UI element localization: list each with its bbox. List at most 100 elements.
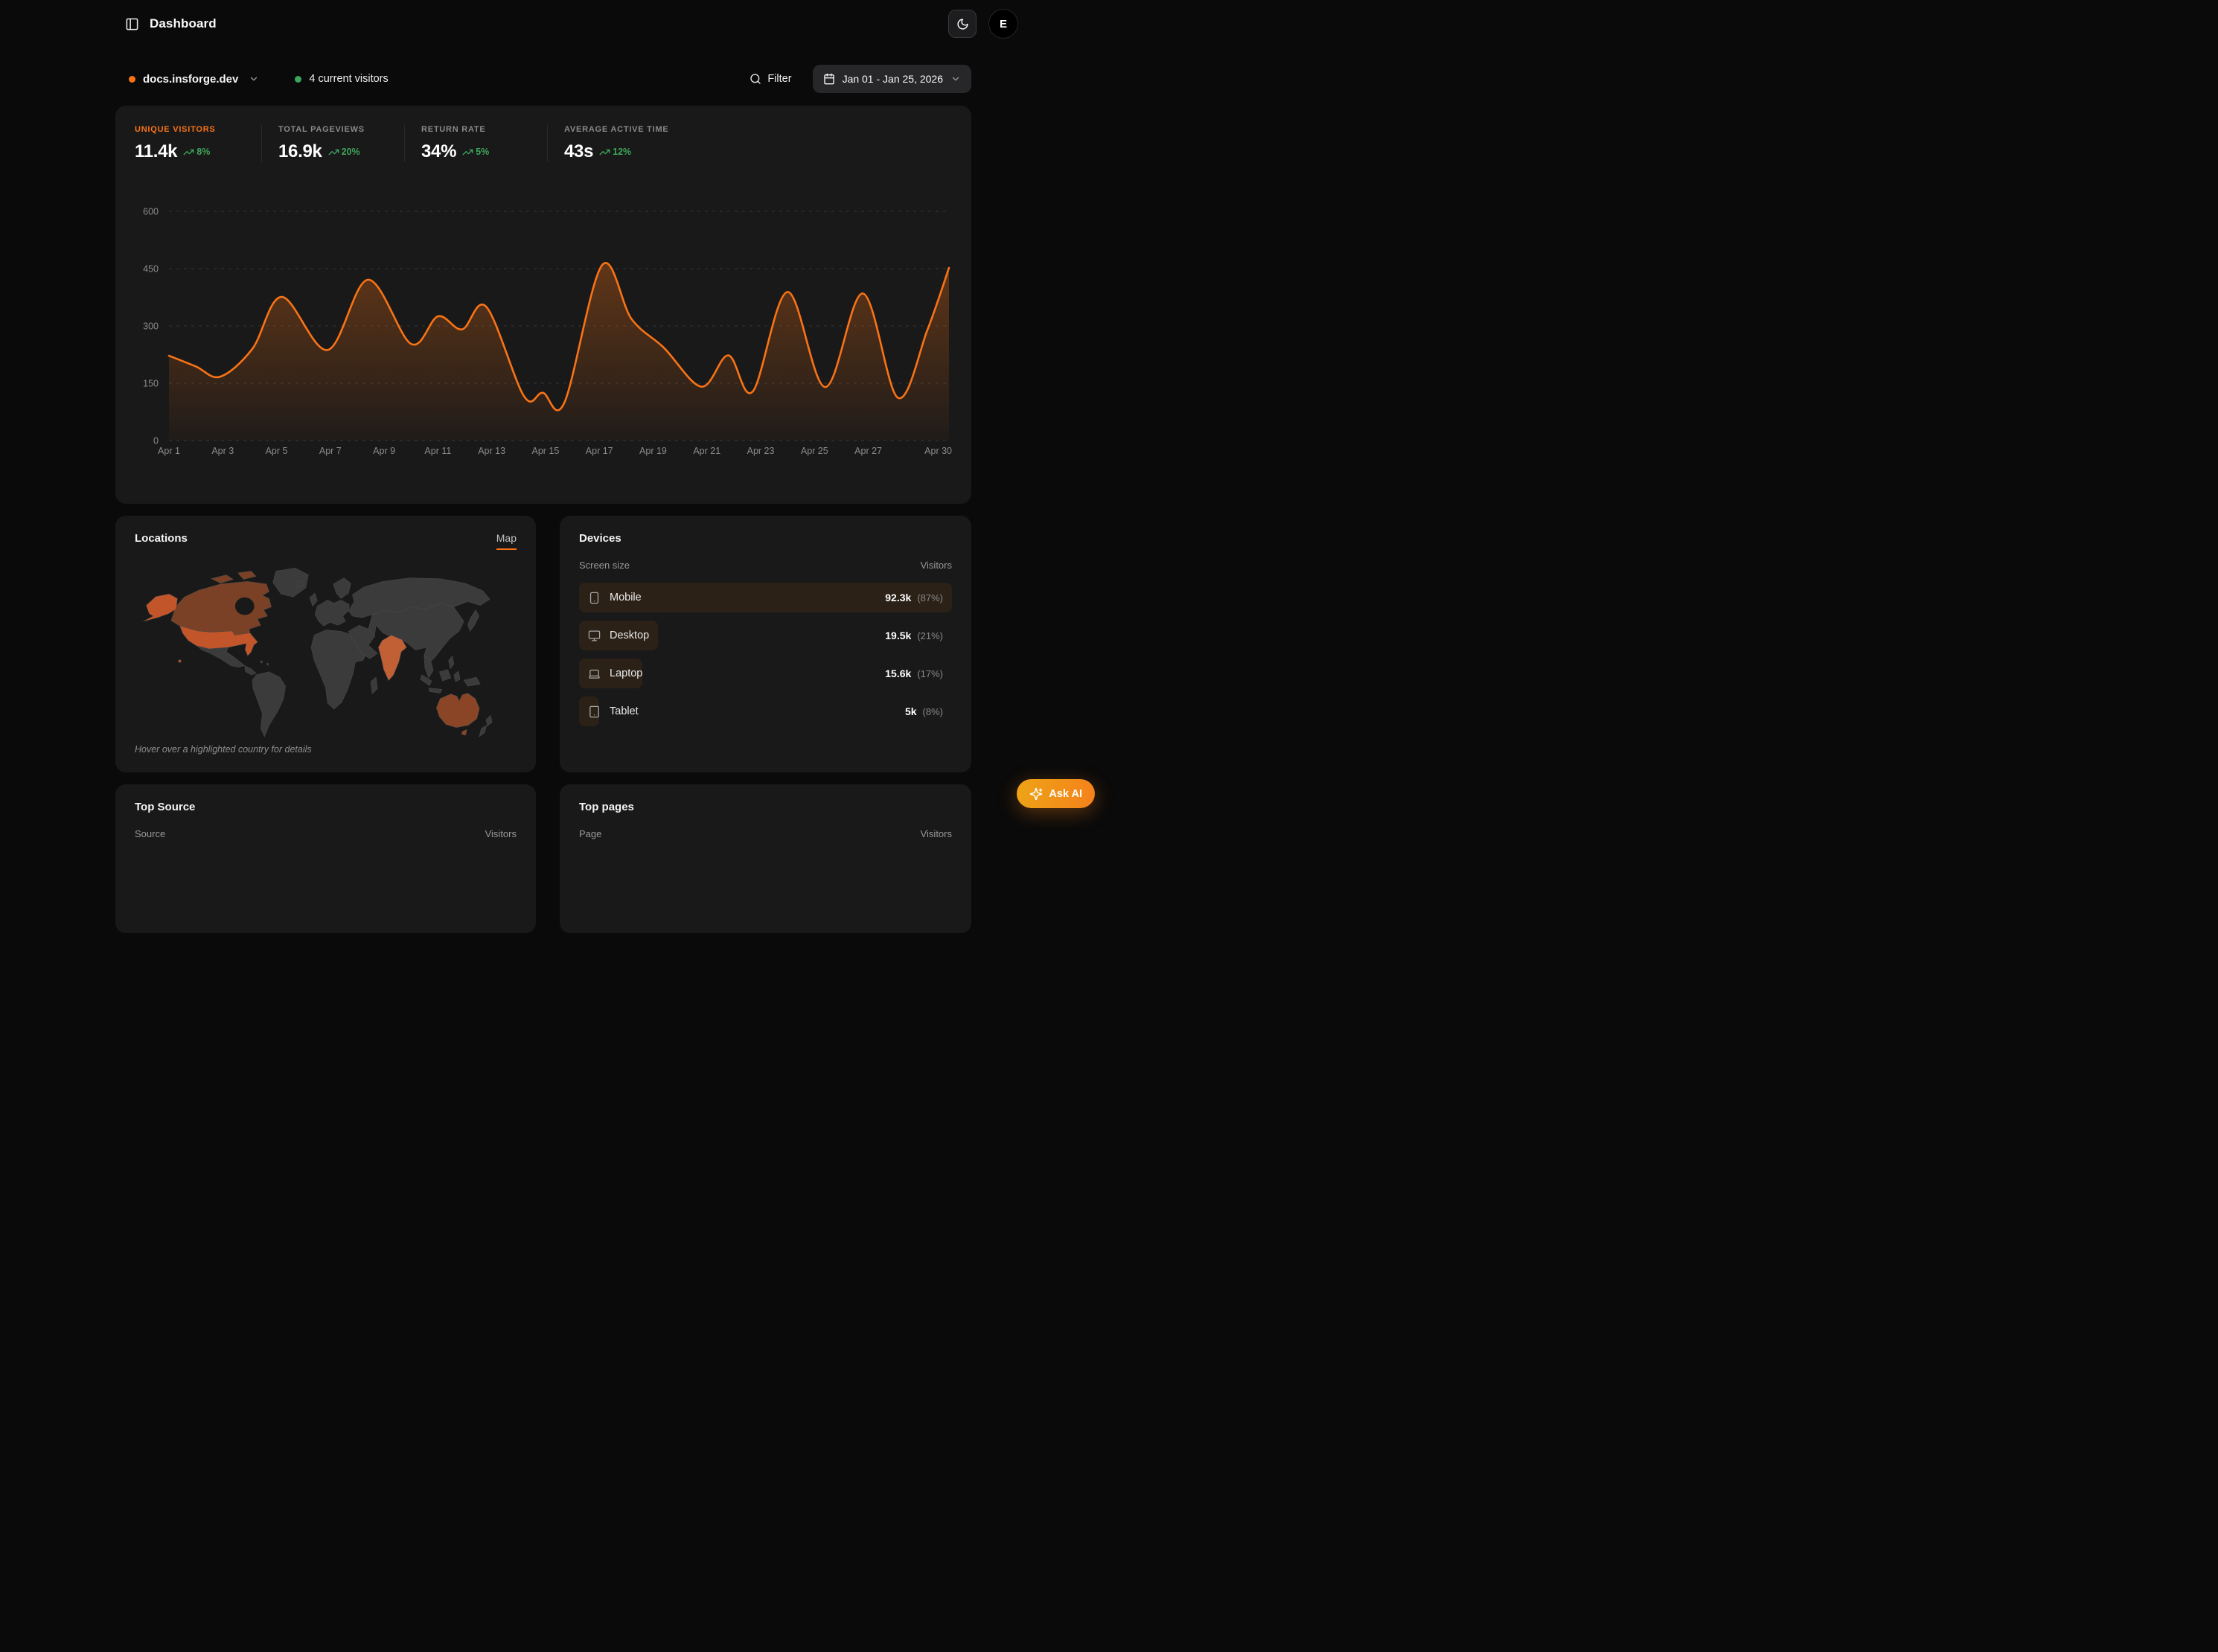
x-axis-tick: Apr 21 bbox=[693, 446, 720, 456]
device-label: Desktop bbox=[610, 630, 649, 641]
locations-title: Locations bbox=[135, 532, 188, 545]
app-header: Dashboard E bbox=[0, 0, 1109, 48]
top-source-col-source: Source bbox=[135, 828, 165, 839]
new-zealand[interactable] bbox=[486, 715, 492, 726]
country-mexico[interactable] bbox=[196, 646, 245, 667]
device-visitors: 19.5k bbox=[885, 630, 911, 641]
y-axis-tick: 300 bbox=[143, 321, 159, 332]
country-canada[interactable] bbox=[238, 571, 257, 579]
sidebar-toggle-button[interactable] bbox=[125, 17, 139, 31]
device-share: (8%) bbox=[923, 706, 943, 717]
java bbox=[429, 688, 442, 693]
stat-value: 11.4k bbox=[135, 141, 177, 162]
country-india[interactable] bbox=[378, 635, 406, 681]
stat-return-rate[interactable]: RETURN RATE 34% 5% bbox=[404, 125, 547, 162]
stats-row: UNIQUE VISITORS11.4k8%TOTAL PAGEVIEWS16.… bbox=[135, 122, 952, 162]
trending-up-icon bbox=[328, 147, 339, 158]
devices-col-visitors: Visitors bbox=[921, 560, 952, 571]
device-row-laptop[interactable]: Laptop15.6k(17%) bbox=[579, 659, 952, 688]
new-zealand[interactable] bbox=[479, 726, 487, 737]
stat-value: 34% bbox=[421, 141, 456, 162]
device-share: (21%) bbox=[917, 630, 943, 641]
madagascar[interactable] bbox=[371, 677, 377, 694]
map-tab[interactable]: Map bbox=[496, 532, 517, 550]
borneo[interactable] bbox=[439, 670, 450, 681]
country-greenland[interactable] bbox=[273, 568, 309, 597]
visitors-area bbox=[169, 263, 949, 441]
world-map bbox=[135, 560, 517, 743]
theme-toggle-button[interactable] bbox=[948, 10, 977, 38]
devices-card: Devices Screen size Visitors Mobile92.3k… bbox=[560, 516, 971, 772]
stat-trend: 5% bbox=[462, 147, 489, 158]
country-united-states[interactable] bbox=[179, 660, 182, 663]
ask-ai-button[interactable]: Ask AI bbox=[1017, 779, 1095, 808]
trending-up-icon bbox=[462, 147, 473, 158]
y-axis-tick: 450 bbox=[143, 264, 159, 275]
stat-label: RETURN RATE bbox=[421, 125, 531, 134]
analytics-card: UNIQUE VISITORS11.4k8%TOTAL PAGEVIEWS16.… bbox=[115, 106, 971, 504]
device-row-desktop[interactable]: Desktop 19.5k (21%) bbox=[579, 621, 952, 650]
top-source-col-visitors: Visitors bbox=[485, 828, 517, 839]
device-label: Laptop bbox=[610, 667, 642, 679]
x-axis-tick: Apr 1 bbox=[158, 446, 180, 456]
stat-change: 8% bbox=[196, 147, 210, 157]
central-america[interactable] bbox=[245, 666, 256, 675]
x-axis-tick: Apr 7 bbox=[319, 446, 342, 456]
site-status-dot bbox=[129, 76, 135, 83]
laptop-icon bbox=[588, 667, 601, 680]
top-source-title: Top Source bbox=[135, 801, 517, 813]
moon-icon bbox=[956, 18, 969, 31]
page-title: Dashboard bbox=[150, 16, 217, 31]
calendar-icon bbox=[823, 73, 835, 85]
devices-table-header: Screen size Visitors bbox=[579, 560, 952, 571]
stat-unique-visitors[interactable]: UNIQUE VISITORS11.4k8% bbox=[135, 125, 261, 162]
united-kingdom[interactable] bbox=[310, 593, 317, 606]
date-range-picker[interactable]: Jan 01 - Jan 25, 2026 bbox=[813, 65, 971, 93]
caribbean-island bbox=[261, 661, 263, 663]
stat-average-active-time[interactable]: AVERAGE ACTIVE TIME43s12% bbox=[547, 125, 690, 162]
hudson-bay bbox=[235, 598, 255, 615]
site-name: docs.insforge.dev bbox=[143, 73, 238, 86]
philippines[interactable] bbox=[449, 656, 454, 668]
caribbean-island bbox=[266, 663, 269, 665]
y-axis-tick: 0 bbox=[153, 436, 159, 446]
avatar[interactable]: E bbox=[988, 9, 1018, 39]
panel-left-icon bbox=[125, 17, 139, 31]
search-icon bbox=[750, 73, 761, 85]
device-row-tablet[interactable]: Tablet 5k (8%) bbox=[579, 697, 952, 726]
stat-change: 20% bbox=[342, 147, 360, 157]
japan[interactable] bbox=[467, 610, 479, 632]
y-axis-tick: 600 bbox=[143, 207, 159, 217]
device-label: Mobile bbox=[610, 592, 642, 604]
new-guinea[interactable] bbox=[464, 677, 480, 686]
main-content: docs.insforge.dev 4 current visitors Fil… bbox=[115, 64, 971, 933]
device-visitors: 5k bbox=[905, 705, 917, 717]
stat-value: 16.9k bbox=[278, 141, 322, 162]
site-selector[interactable]: docs.insforge.dev bbox=[129, 73, 259, 86]
stat-total-pageviews[interactable]: TOTAL PAGEVIEWS16.9k20% bbox=[261, 125, 404, 162]
filter-button[interactable]: Filter bbox=[750, 73, 791, 85]
device-visitors: 92.3k bbox=[885, 592, 911, 604]
x-axis-tick: Apr 17 bbox=[586, 446, 613, 456]
device-label: Tablet bbox=[610, 705, 639, 717]
top-pages-col-visitors: Visitors bbox=[921, 828, 952, 839]
stat-label: AVERAGE ACTIVE TIME bbox=[564, 125, 674, 134]
stat-trend: 20% bbox=[328, 147, 360, 158]
stat-change: 12% bbox=[613, 147, 631, 157]
x-axis-tick: Apr 15 bbox=[532, 446, 560, 456]
europe[interactable] bbox=[315, 600, 349, 626]
country-canada[interactable] bbox=[211, 574, 234, 583]
visitors-chart[interactable]: 0150300450600Apr 1Apr 3Apr 5Apr 7Apr 9Ap… bbox=[135, 204, 952, 463]
device-row-mobile[interactable]: Mobile92.3k(87%) bbox=[579, 583, 952, 612]
scandinavia[interactable] bbox=[333, 578, 351, 599]
south-america[interactable] bbox=[252, 672, 286, 737]
country-canada[interactable] bbox=[171, 581, 272, 635]
sumatra[interactable] bbox=[421, 675, 432, 685]
chevron-down-icon bbox=[950, 74, 961, 84]
tablet-icon bbox=[588, 705, 601, 718]
country-australia[interactable] bbox=[461, 729, 467, 735]
country-australia[interactable] bbox=[436, 694, 479, 728]
x-axis-tick: Apr 27 bbox=[854, 446, 882, 456]
current-visitors-label: 4 current visitors bbox=[309, 73, 388, 85]
top-source-table-header: Source Visitors bbox=[135, 828, 517, 839]
